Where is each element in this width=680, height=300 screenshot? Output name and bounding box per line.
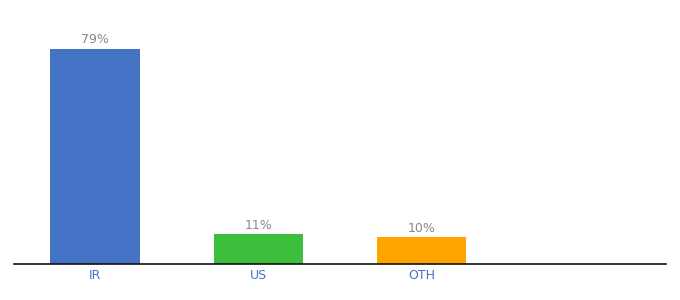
Text: 10%: 10% — [408, 221, 435, 235]
Text: 11%: 11% — [245, 219, 272, 232]
Text: 79%: 79% — [82, 33, 109, 46]
Bar — [214, 234, 303, 264]
Bar — [50, 49, 140, 264]
Bar — [377, 237, 466, 264]
